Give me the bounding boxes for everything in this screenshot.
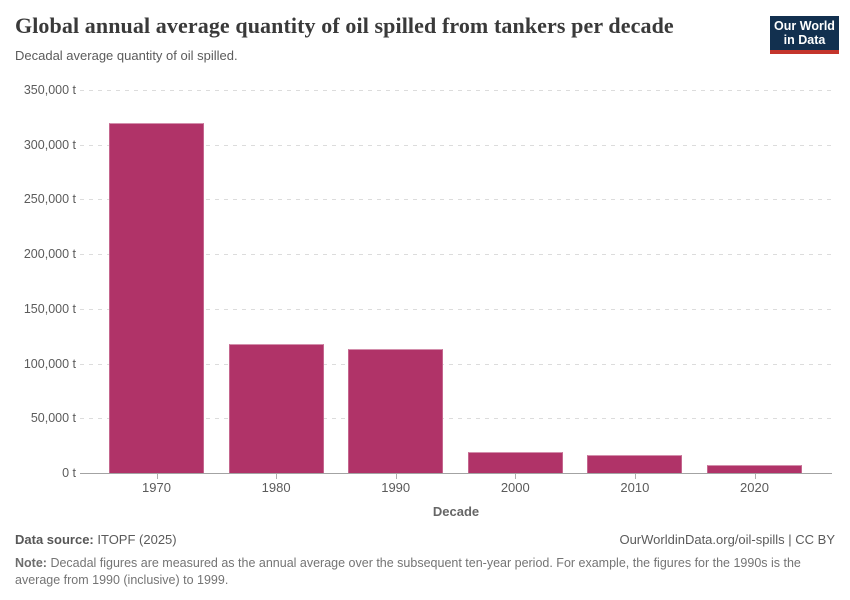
x-tick-mark <box>634 474 636 479</box>
x-tick-label: 2000 <box>500 480 530 495</box>
note-label: Note: <box>15 556 47 570</box>
x-tick-label: 1970 <box>142 480 171 495</box>
y-tick-label: 200,000 t <box>23 247 76 262</box>
y-tick-label: 250,000 t <box>23 192 76 207</box>
chart-subtitle: Decadal average quantity of oil spilled. <box>15 48 238 63</box>
y-tick-label: 150,000 t <box>23 301 76 316</box>
y-tick-label: 100,000 t <box>23 356 76 371</box>
bar-1970[interactable] <box>109 122 204 473</box>
owid-logo: Our World in Data <box>770 16 839 54</box>
chart-header: Global annual average quantity of oil sp… <box>15 12 839 64</box>
bar-2010[interactable] <box>587 455 683 473</box>
bar-chart-plot-area: 0 t 50,000 t 100,000 t 150,000 t 200,000 t 25… <box>0 80 850 525</box>
chart-footer: Data source: ITOPF (2025) OurWorldinData… <box>15 532 835 589</box>
gridline <box>80 90 832 91</box>
x-tick-label: 1990 <box>381 480 411 495</box>
gridline <box>80 308 832 310</box>
title-block: Global annual average quantity of oil sp… <box>15 12 770 64</box>
chart-title: Global annual average quantity of oil sp… <box>15 13 674 38</box>
y-tick-label: 50,000 t <box>30 411 76 426</box>
data-source: Data source: ITOPF (2025) <box>15 532 177 548</box>
x-tick-mark <box>395 474 397 479</box>
data-source-label: Data source: <box>15 532 94 547</box>
x-tick-label: 1980 <box>261 480 291 495</box>
x-tick-mark <box>276 474 278 479</box>
gridline <box>80 418 832 420</box>
gridline <box>80 363 832 365</box>
x-tick-mark <box>754 474 756 479</box>
x-axis-title: Decade <box>432 504 480 519</box>
note-text: Decadal figures are measured as the annu… <box>15 556 801 587</box>
x-tick-mark <box>156 474 158 479</box>
owid-logo-line2: in Data <box>783 33 826 47</box>
gridline <box>80 144 832 146</box>
footer-row: Data source: ITOPF (2025) OurWorldinData… <box>15 532 835 548</box>
bar-2000[interactable] <box>467 451 563 473</box>
x-tick-mark <box>515 474 517 479</box>
data-source-value: ITOPF (2025) <box>97 532 177 547</box>
y-tick-label: 350,000 t <box>23 83 76 97</box>
gridline <box>80 254 832 256</box>
y-tick-label: 300,000 t <box>23 137 76 152</box>
x-axis-line <box>80 473 832 474</box>
x-tick-label: 2010 <box>620 480 650 495</box>
owid-logo-line1: Our World <box>774 19 835 33</box>
bar-1990[interactable] <box>348 348 444 473</box>
bar-2020[interactable] <box>707 465 802 473</box>
citation-link[interactable]: OurWorldinData.org/oil-spills | CC BY <box>619 532 835 547</box>
chart-note: Note: Decadal figures are measured as th… <box>15 555 829 589</box>
gridline <box>80 199 832 201</box>
y-tick-label: 0 t <box>62 466 76 480</box>
x-tick-label: 2020 <box>740 480 769 495</box>
bar-1980[interactable] <box>228 343 324 473</box>
